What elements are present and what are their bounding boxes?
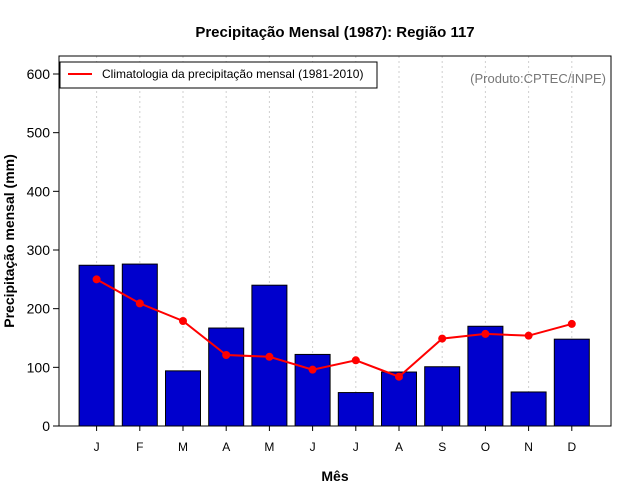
- climatology-point: [351, 356, 360, 365]
- x-tick-label: F: [136, 440, 143, 454]
- bar: [510, 391, 547, 427]
- bar: [424, 366, 461, 427]
- x-tick-label: O: [481, 440, 490, 454]
- legend-box: [59, 61, 378, 89]
- grid-lines: [96, 56, 573, 426]
- x-tick-label: J: [310, 440, 316, 454]
- climatology-point: [92, 275, 101, 284]
- climatology-point: [481, 329, 490, 338]
- bar: [165, 370, 201, 427]
- climatology-point: [179, 316, 187, 325]
- y-tick-label: 500: [27, 125, 51, 141]
- climatology-point: [135, 299, 144, 308]
- y-tick-label: 200: [27, 301, 51, 317]
- x-tick-label: A: [395, 440, 403, 454]
- climatology-point: [265, 352, 274, 361]
- bar: [121, 263, 158, 427]
- bars: [78, 263, 590, 427]
- x-tick-label: J: [94, 440, 100, 454]
- y-tick-label: 300: [27, 242, 51, 258]
- x-tick-label: S: [438, 440, 446, 454]
- y-tick-label: 600: [27, 66, 51, 82]
- plot-frame: [58, 55, 612, 427]
- y-tick-label: 100: [27, 359, 51, 375]
- bar: [337, 392, 374, 427]
- x-tick-label: D: [567, 440, 576, 454]
- x-tick-label: M: [264, 440, 274, 454]
- bar: [553, 338, 590, 427]
- climatology-point: [567, 319, 576, 328]
- x-tick-label: J: [353, 440, 359, 454]
- climatology-point: [222, 351, 231, 360]
- climatology-polyline: [96, 278, 573, 378]
- bar: [78, 264, 115, 427]
- chart-title: Precipitação Mensal (1987): Região 117: [195, 24, 474, 41]
- bar: [208, 327, 245, 427]
- x-tick-label: A: [222, 440, 230, 454]
- y-axis: 0 100 200 300 400 500 600: [27, 66, 59, 434]
- y-tick-label: 0: [42, 418, 50, 434]
- y-axis-label: Precipitação mensal (mm): [1, 154, 17, 328]
- bar: [381, 371, 417, 427]
- x-tick-label: M: [178, 440, 188, 454]
- bar: [467, 325, 504, 427]
- source-annotation: (Produto:CPTEC/INPE): [470, 71, 606, 86]
- y-tick-label: 400: [27, 183, 51, 199]
- legend: Climatologia da precipitação mensal (198…: [59, 61, 378, 89]
- climatology-point: [395, 372, 403, 381]
- x-tick-label: N: [524, 440, 533, 454]
- climatology-line: [92, 275, 576, 381]
- climatology-point: [308, 365, 317, 374]
- x-axis-label: Mês: [321, 468, 348, 484]
- legend-entry: Climatologia da precipitação mensal (198…: [102, 67, 363, 81]
- climatology-point: [438, 334, 447, 343]
- climatology-point: [524, 331, 533, 340]
